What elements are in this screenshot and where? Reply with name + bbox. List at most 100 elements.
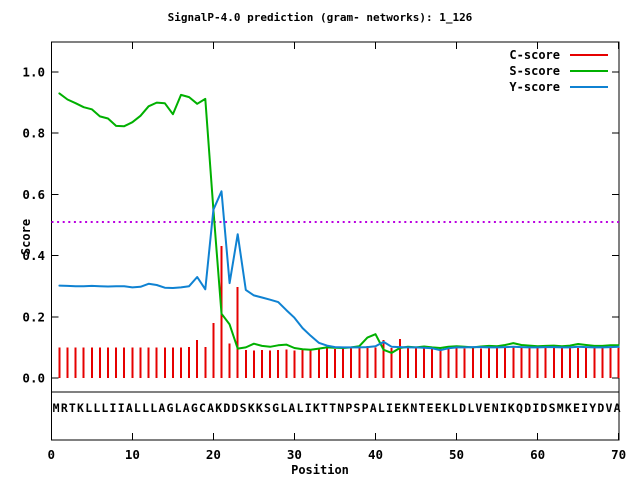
sequence-residue: K (215, 401, 222, 415)
sequence-residue: A (614, 401, 621, 415)
sequence-residue: N (337, 401, 344, 415)
x-tick-label: 60 (530, 447, 545, 462)
legend-label: S-score (509, 64, 560, 78)
sequence-residue: D (232, 401, 239, 415)
y-tick-label: 0.0 (22, 371, 45, 386)
legend: C-score S-score Y-score (509, 48, 608, 94)
sequence-residue: I (305, 401, 312, 415)
sequence-residue: D (597, 401, 604, 415)
sequence-residue: A (207, 401, 214, 415)
sequence-residue: K (248, 401, 255, 415)
sequence-residue: A (126, 401, 133, 415)
sequence-residue: S (549, 401, 556, 415)
sequence-residue: D (540, 401, 547, 415)
sequence-residue: I (110, 401, 117, 415)
sequence-residue: I (500, 401, 507, 415)
sequence-residue: S (240, 401, 247, 415)
sequence-residue: V (475, 401, 482, 415)
sequence-residue: L (280, 401, 287, 415)
sequence-residue: G (167, 401, 174, 415)
sequence-residue: P (345, 401, 352, 415)
x-tick-label: 40 (368, 447, 383, 462)
sequence-residue: D (223, 401, 230, 415)
sequence-residue: A (158, 401, 165, 415)
sequence-residue: L (467, 401, 474, 415)
x-tick-label: 30 (287, 447, 302, 462)
sequence-residue: E (484, 401, 491, 415)
x-axis-title: Position (291, 463, 349, 477)
sequence-residue: I (532, 401, 539, 415)
sequence-residue: A (183, 401, 190, 415)
sequence-residue: I (581, 401, 588, 415)
sequence-residue: T (69, 401, 76, 415)
sequence-residue: K (402, 401, 409, 415)
sequence-residue: K (443, 401, 450, 415)
y-tick-label: 0.8 (22, 126, 45, 141)
x-tick-label: 70 (611, 447, 626, 462)
legend-item-s-score: S-score (509, 64, 608, 78)
sequence-residue: L (93, 401, 100, 415)
sequence-residue: C (199, 401, 206, 415)
sequence-residue: L (378, 401, 385, 415)
chart-title: SignalP-4.0 prediction (gram- networks):… (167, 11, 473, 24)
y-tick-label: 0.2 (22, 309, 45, 324)
sequence-residue: N (492, 401, 499, 415)
sequence-residue: T (321, 401, 328, 415)
sequence-residue: L (85, 401, 92, 415)
sequence-residue: K (256, 401, 263, 415)
sequence-residue: R (61, 401, 68, 415)
sequence-residue: D (459, 401, 466, 415)
sequence-residue: E (427, 401, 434, 415)
sequence-residue: I (386, 401, 393, 415)
legend-item-c-score: C-score (509, 48, 608, 62)
y-tick-label: 1.0 (22, 65, 45, 80)
c-score-bars (58, 245, 620, 378)
sequence-residue: A (370, 401, 377, 415)
sequence-residue: E (435, 401, 442, 415)
x-tick-label: 10 (125, 447, 140, 462)
legend-label: C-score (509, 48, 560, 62)
y-score-line (58, 190, 620, 352)
s-score-line (58, 92, 620, 354)
x-axis-ticks: 0 10 20 30 40 50 60 70 (48, 42, 626, 462)
sequence-residue: V (606, 401, 613, 415)
sequence-residue: E (573, 401, 580, 415)
sequence-residue: K (565, 401, 572, 415)
sequence-residue: A (288, 401, 295, 415)
y-axis-ticks: 0.0 0.2 0.4 0.6 0.8 1.0 (22, 65, 619, 386)
sequence-residue: T (329, 401, 336, 415)
x-tick-label: 50 (449, 447, 464, 462)
y-tick-label: 0.6 (22, 187, 45, 202)
sequence-residue: P (362, 401, 369, 415)
sequence-residue: L (297, 401, 304, 415)
sequence-residue: S (353, 401, 360, 415)
sequence-residue: L (150, 401, 157, 415)
sequence-residue: K (313, 401, 320, 415)
sequence-residue: G (191, 401, 198, 415)
sequence-residue: N (410, 401, 417, 415)
sequence-residue: K (508, 401, 515, 415)
sequence-residue: L (101, 401, 108, 415)
sequence-residue: D (524, 401, 531, 415)
sequence-residue: M (53, 401, 60, 415)
sequence-residue: E (394, 401, 401, 415)
sequence-residue: G (272, 401, 279, 415)
legend-item-y-score: Y-score (509, 80, 608, 94)
x-tick-label: 20 (206, 447, 221, 462)
sequence-residue: L (451, 401, 458, 415)
legend-label: Y-score (509, 80, 560, 94)
sequence-residue: K (77, 401, 84, 415)
sequence-residue: L (142, 401, 149, 415)
sequence-residue: T (419, 401, 426, 415)
plot-border (51, 41, 620, 441)
y-tick-label: 0.4 (22, 248, 45, 263)
sequence-residue: L (175, 401, 182, 415)
sequence-residue: Y (589, 401, 596, 415)
sequence-residue: S (264, 401, 271, 415)
sequence-residue: M (557, 401, 564, 415)
sequence-residue: L (134, 401, 141, 415)
sequence-residue: I (118, 401, 125, 415)
